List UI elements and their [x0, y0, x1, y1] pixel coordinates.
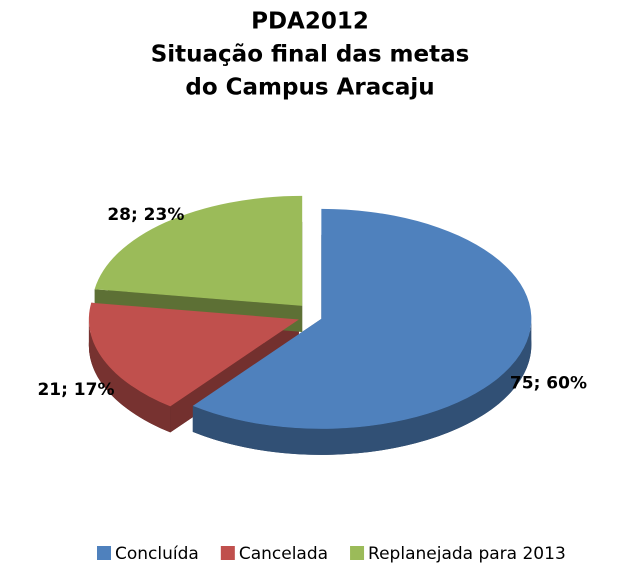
data-label: 21; 17%	[37, 380, 114, 400]
data-label: 75; 60%	[510, 374, 587, 394]
chart-title: Situação final das metas	[151, 42, 470, 68]
slice	[88, 302, 299, 407]
legend-label: Replanejada para 2013	[368, 544, 566, 564]
slice-side	[88, 319, 171, 433]
slice	[94, 195, 303, 306]
legend-swatch	[97, 546, 111, 560]
chart-title: do Campus Aracaju	[185, 75, 434, 101]
legend-swatch	[350, 546, 365, 560]
legend-label: Cancelada	[239, 544, 328, 564]
legend-swatch	[220, 546, 235, 560]
slice	[192, 208, 532, 429]
data-label: 28; 23%	[107, 205, 184, 225]
chart-title: PDA2012	[251, 9, 369, 35]
legend-label: Concluída	[115, 544, 199, 564]
slice-side	[192, 318, 532, 455]
